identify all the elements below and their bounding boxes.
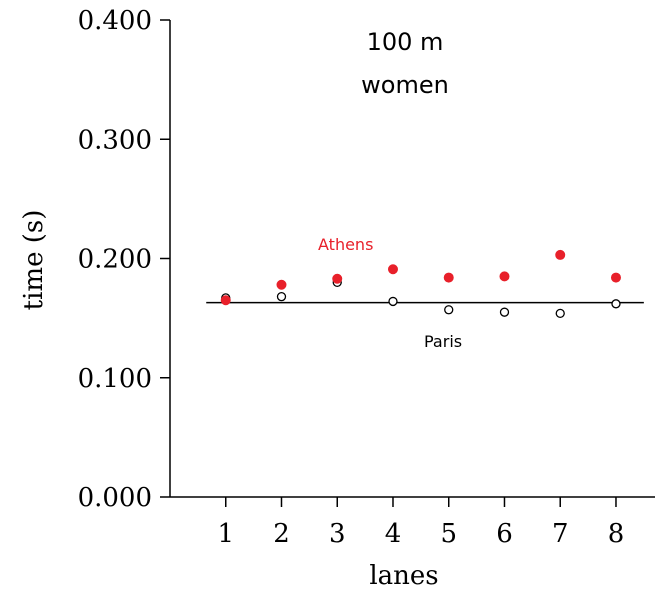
chart-title-line-2: women bbox=[361, 71, 449, 99]
point-athens bbox=[610, 272, 621, 283]
series-label-athens: Athens bbox=[318, 235, 373, 254]
y-tick-label: 0.400 bbox=[78, 6, 152, 36]
x-tick-label: 4 bbox=[385, 519, 402, 549]
y-tick-label: 0.300 bbox=[78, 125, 152, 155]
point-paris bbox=[555, 308, 565, 319]
point-athens bbox=[499, 271, 510, 282]
point-paris bbox=[388, 296, 398, 307]
x-tick-label: 3 bbox=[329, 519, 346, 549]
point-athens bbox=[220, 295, 231, 306]
point-athens bbox=[555, 249, 566, 260]
x-tick-label: 5 bbox=[440, 519, 457, 549]
point-paris bbox=[611, 299, 621, 309]
point-paris bbox=[444, 305, 454, 315]
ticks: 0.000 0.100 0.200 0.300 0.400 1 2 3 4 5 6 7 8 bbox=[78, 6, 625, 549]
y-axis-title: time (s) bbox=[19, 210, 49, 311]
point-athens bbox=[332, 273, 343, 284]
x-tick-label: 1 bbox=[217, 519, 234, 549]
y-tick-label: 0.000 bbox=[78, 483, 152, 513]
x-tick-label: 6 bbox=[496, 519, 513, 549]
series-label-paris: Paris bbox=[424, 332, 462, 351]
point-paris bbox=[276, 292, 287, 302]
y-tick-label: 0.200 bbox=[78, 245, 152, 275]
point-athens bbox=[387, 264, 398, 275]
point-athens bbox=[443, 272, 454, 283]
x-tick-label: 8 bbox=[608, 519, 625, 549]
y-tick-label: 0.100 bbox=[78, 364, 152, 394]
x-tick-label: 7 bbox=[552, 519, 569, 549]
x-tick-label: 2 bbox=[273, 519, 290, 549]
point-paris bbox=[499, 307, 510, 317]
chart-title-line-1: 100 m bbox=[367, 28, 444, 56]
point-athens bbox=[276, 279, 287, 290]
x-axis-title: lanes bbox=[369, 561, 438, 591]
data-points bbox=[220, 249, 621, 319]
